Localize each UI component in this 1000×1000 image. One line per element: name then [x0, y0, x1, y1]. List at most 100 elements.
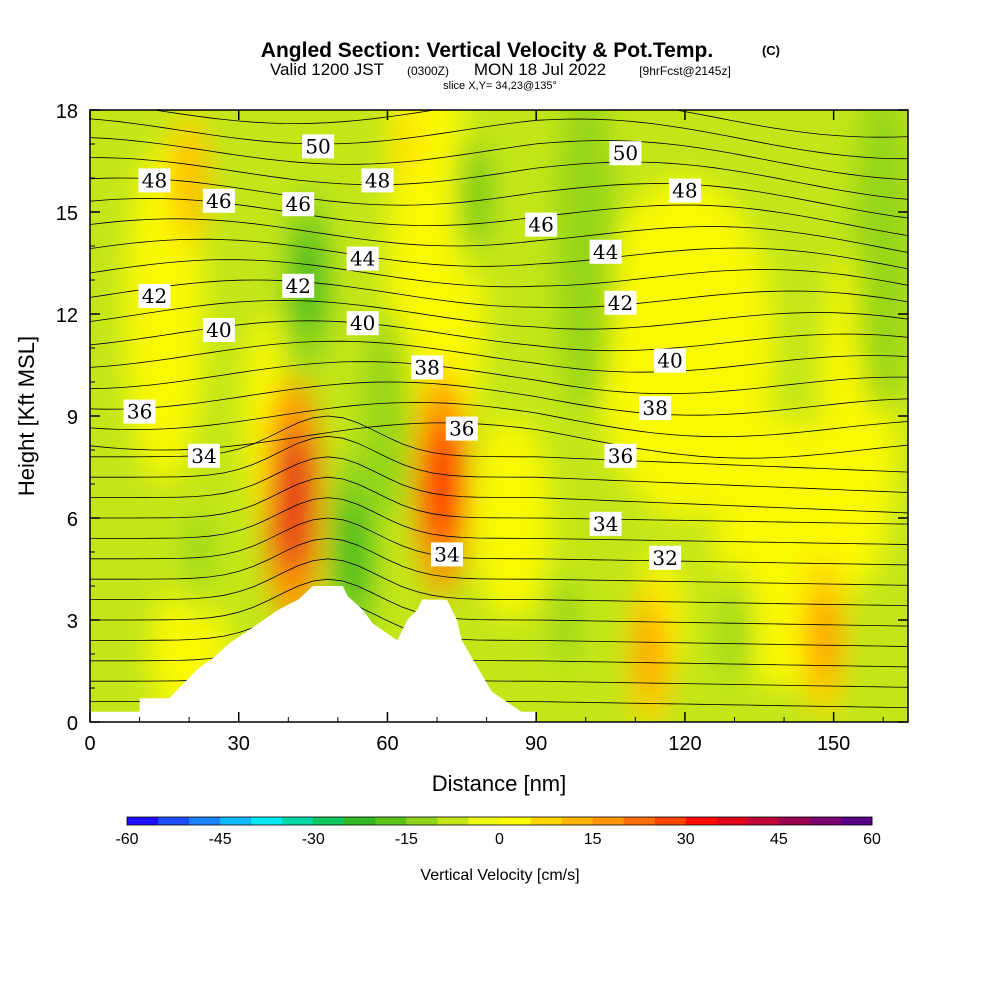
colorbar-tick-1: -45 [209, 831, 232, 848]
colorbar-segment-18 [685, 817, 718, 825]
plot-area: 50 50 48 48 48 46 46 46 44 44 42 42 42 40 40 40 38 38 36 36… [90, 110, 908, 722]
theta-label-text-16: 38 [414, 355, 439, 379]
theta-label-bg-17 [639, 396, 672, 421]
x-tick-label-3: 90 [525, 733, 547, 755]
colorbar-segment-10 [437, 817, 469, 825]
theta-contour-10 [90, 456, 908, 514]
theta-label-text-18: 36 [127, 400, 152, 424]
colorbar-segment-11 [468, 817, 500, 825]
theta-label-21: 34 [188, 443, 221, 468]
velocity-feature-core-8 [811, 586, 836, 688]
velocity-feature-core-1 [427, 416, 457, 552]
theta-label-bg-4 [668, 178, 701, 203]
theta-label-text-17: 38 [642, 396, 667, 420]
theta-label-text-5: 46 [206, 189, 231, 213]
theta-contour-11 [90, 435, 908, 493]
y-tick-label-4: 12 [56, 305, 78, 327]
colorbar-segment-21 [778, 817, 811, 825]
chart-title-unit: (C) [762, 43, 780, 58]
x-tick-label-4: 120 [668, 733, 701, 755]
theta-contour-22 [90, 238, 908, 270]
velocity-feature-core-11 [397, 110, 418, 180]
colorbar-segment-4 [251, 817, 283, 825]
theta-label-text-1: 50 [613, 141, 638, 165]
theta-label-text-11: 42 [285, 274, 310, 298]
x-tick-label-5: 150 [817, 733, 850, 755]
colorbar-segment-5 [282, 817, 314, 825]
colorbar-tick-5: 15 [584, 831, 602, 848]
theta-label-text-12: 42 [608, 291, 633, 315]
theta-contour-20 [90, 279, 908, 309]
theta-contour-14 [90, 401, 908, 438]
theta-label-4: 48 [668, 178, 701, 203]
theta-label-text-24: 32 [652, 546, 677, 570]
theta-contour-12 [90, 415, 908, 473]
colorbar-segment-19 [716, 817, 749, 825]
theta-contour-21 [90, 259, 908, 288]
colorbar-tick-6: 30 [677, 831, 695, 848]
theta-label-3: 48 [361, 168, 394, 193]
velocity-feature-core-6 [723, 591, 746, 683]
x-axis-ticks: 0 30 60 90 120 150 [84, 110, 884, 755]
colorbar-segment-22 [809, 817, 842, 825]
colorbar-segment-7 [344, 817, 376, 825]
theta-label-text-2: 48 [142, 168, 167, 192]
theta-label-bg-11 [282, 273, 315, 298]
theta-label-text-20: 36 [608, 444, 633, 468]
colorbar-tick-8: 60 [863, 831, 881, 848]
theta-label-bg-2 [138, 168, 171, 193]
valid-date-label: MON 18 Jul 2022 [474, 60, 606, 79]
theta-contour-5 [90, 558, 908, 607]
theta-label-bg-12 [604, 290, 637, 315]
theta-contour-26 [90, 157, 908, 200]
theta-contour-4 [90, 578, 908, 627]
theta-label-bg-20 [604, 443, 637, 468]
velocity-feature-core-10 [178, 136, 200, 220]
colorbar-segment-17 [654, 817, 687, 825]
theta-label-16: 38 [411, 355, 444, 380]
theta-contour-8 [90, 497, 908, 545]
colorbar-segment-8 [375, 817, 407, 825]
velocity-feature-core-4 [464, 141, 490, 249]
y-tick-label-6: 18 [56, 101, 78, 123]
colorbar-segment-1 [158, 817, 190, 825]
velocity-feature-core-9 [638, 608, 662, 700]
colorbar-ticks: -60 -45 -30 -15 0 15 30 45 60 [115, 831, 881, 848]
theta-contour-27 [90, 137, 908, 181]
contour-labels: 50 50 48 48 48 46 46 46 44 44 42 42 42 40 40 40 38 38 36 36… [123, 134, 701, 570]
theta-label-19: 36 [445, 416, 478, 441]
y-tick-label-3: 9 [67, 407, 78, 429]
colorbar-segment-15 [592, 817, 625, 825]
theta-label-bg-5 [202, 188, 235, 213]
theta-label-text-13: 40 [206, 318, 231, 342]
y-tick-label-5: 15 [56, 203, 78, 225]
velocity-field [124, 110, 908, 722]
theta-label-bg-15 [654, 348, 687, 373]
colorbar-segment-6 [313, 817, 345, 825]
field-band-11 [362, 314, 413, 518]
velocity-feature-core-5 [554, 574, 578, 666]
theta-label-text-14: 40 [350, 311, 375, 335]
theta-contour-29 [152, 110, 908, 138]
theta-label-text-3: 48 [365, 168, 390, 192]
colorbar-segment-23 [840, 817, 873, 825]
theta-label-text-19: 36 [449, 417, 474, 441]
theta-label-bg-24 [649, 545, 682, 570]
terrain-mask [90, 586, 537, 722]
theta-label-bg-21 [188, 443, 221, 468]
valid-utc-label: (0300Z) [407, 64, 449, 78]
theta-label-bg-7 [525, 212, 558, 237]
theta-label-bg-6 [282, 192, 315, 217]
theta-label-text-8: 44 [350, 247, 375, 271]
theta-label-text-9: 44 [593, 240, 618, 264]
theta-contour-19 [90, 299, 908, 330]
colorbar-tick-4: 0 [495, 831, 504, 848]
colorbar-segment-2 [189, 817, 221, 825]
x-tick-label-2: 60 [376, 733, 398, 755]
theta-label-15: 40 [654, 348, 687, 373]
colorbar-tick-7: 45 [770, 831, 788, 848]
theta-label-24: 32 [649, 545, 682, 570]
x-tick-label-1: 30 [228, 733, 250, 755]
theta-contour-6 [90, 537, 908, 586]
theta-label-bg-18 [123, 399, 156, 424]
